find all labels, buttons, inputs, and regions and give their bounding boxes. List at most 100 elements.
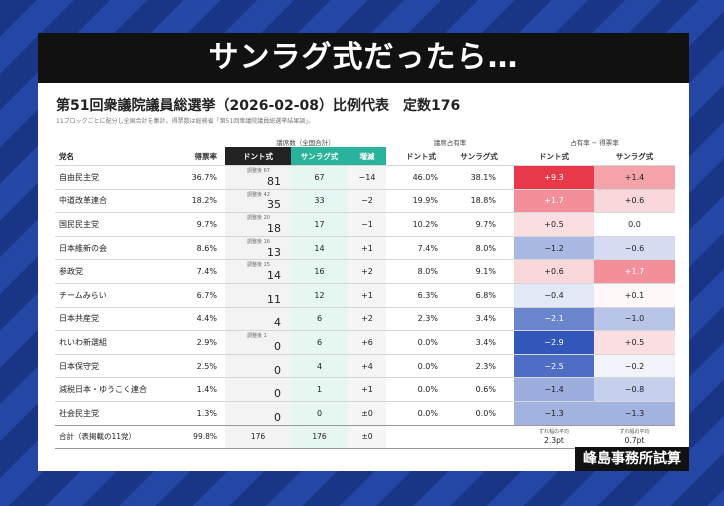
table-row: 日本維新の会 8.6% 調整後 16 13 14 +1 7.4% 8.0% −1.2 −0.6 <box>55 235 675 260</box>
avg-dhondt-label: ずれ幅の平均 <box>538 428 569 435</box>
seat-change: +1 <box>348 235 386 260</box>
avg-dhondt-cell: ずれ幅の平均 2.3pt <box>514 424 594 449</box>
dhondt-seats: 14 <box>267 269 281 283</box>
share-sainte: 2.3% <box>450 353 508 378</box>
share-dhondt-column-header: ドント式 <box>406 151 436 161</box>
dhondt-seats: 18 <box>267 221 281 235</box>
share-dhondt: 0.0% <box>392 353 450 378</box>
share-sainte: 18.8% <box>450 188 508 213</box>
table-note: 11ブロックごとに配分し全国合計を集計。得票数は総務省「第51回衆議院議員総選挙… <box>56 118 315 125</box>
diff-dhondt: +0.6 <box>514 259 594 284</box>
change-column-header: 増減 <box>348 147 386 166</box>
dhondt-seats-cell: 11 <box>225 282 291 308</box>
dhondt-seats-cell: 調整後 16 13 <box>225 235 291 260</box>
dhondt-seats: 13 <box>267 245 281 259</box>
diff-sainte: −0.6 <box>594 235 675 260</box>
total-label: 合計（表掲載の11党） <box>55 424 167 449</box>
adjusted-note: 調整後 20 <box>247 215 270 222</box>
dhondt-seats: 11 <box>267 292 281 306</box>
party-name: 減税日本・ゆうこく連合 <box>55 377 167 402</box>
dhondt-seats-cell: 0 <box>225 377 291 402</box>
adjusted-note: 調整後 1 <box>247 333 267 340</box>
table-row: 中道改革連合 18.2% 調整後 42 35 33 −2 19.9% 18.8% +1.7 +0.… <box>55 188 675 213</box>
share-dhondt: 46.0% <box>392 165 450 190</box>
diff-dhondt: −2.9 <box>514 330 594 355</box>
avg-sainte-value: 0.7pt <box>624 435 645 445</box>
results-table: 議席数（全国合計） 議席占有率 占有率 − 得票率 党名 得票率 ドント式 サン… <box>55 133 675 449</box>
diff-sainte: +0.5 <box>594 330 675 355</box>
adjusted-note: 調整後 67 <box>247 168 270 174</box>
share-sainte: 38.1% <box>450 165 508 190</box>
share-dhondt: 19.9% <box>392 188 450 213</box>
diff-sainte: +1.4 <box>594 165 675 190</box>
party-name: 自由民主党 <box>55 165 167 190</box>
vote-share: 7.4% <box>167 259 225 284</box>
dhondt-seats: 35 <box>267 198 281 212</box>
sainte-seats: 67 <box>291 165 348 190</box>
seat-change: +1 <box>348 282 386 308</box>
share-sainte: 3.4% <box>450 330 508 355</box>
results-card: 第51回衆議院議員総選挙（2026-02-08）比例代表 定数176 11ブロッ… <box>38 83 689 471</box>
vote-share: 9.7% <box>167 212 225 237</box>
vote-share: 2.5% <box>167 353 225 378</box>
share-dhondt: 7.4% <box>392 235 450 260</box>
table-row: れいわ新選組 2.9% 調整後 1 0 6 +6 0.0% 3.4% −2.9 +0.5 <box>55 330 675 355</box>
sainte-seats: 33 <box>291 188 348 213</box>
diff-dhondt: +1.7 <box>514 188 594 213</box>
sainte-seats: 6 <box>291 306 348 331</box>
diff-sainte: −0.2 <box>594 353 675 378</box>
diff-sainte-column-header: サンラグ式 <box>615 151 654 161</box>
party-name: れいわ新選組 <box>55 330 167 355</box>
credit-label: 峰島事務所試算 <box>575 447 689 471</box>
vote-share: 18.2% <box>167 188 225 213</box>
seat-change: +6 <box>348 330 386 355</box>
vote-share: 2.9% <box>167 330 225 355</box>
dhondt-seats: 4 <box>274 316 281 330</box>
dhondt-seats-cell: 0 <box>225 400 291 426</box>
seat-change: −1 <box>348 212 386 237</box>
total-dhondt: 176 <box>225 424 291 449</box>
party-name: 日本維新の会 <box>55 235 167 260</box>
dhondt-column-header: ドント式 <box>225 147 291 166</box>
dhondt-seats-cell: 調整後 15 14 <box>225 259 291 284</box>
dhondt-seats: 0 <box>274 339 281 353</box>
table-row: 減税日本・ゆうこく連合 1.4% 0 1 +1 0.0% 0.6% −1.4 −0.8 <box>55 377 675 402</box>
sainte-seats: 6 <box>291 330 348 355</box>
column-header-row: 党名 得票率 ドント式 サンラグ式 増減 ドント式 サンラグ式 ドント式 サンラ… <box>55 147 675 166</box>
diff-dhondt: +9.3 <box>514 165 594 190</box>
table-row: 自由民主党 36.7% 調整後 67 81 67 −14 46.0% 38.1% +9.3 +1.… <box>55 165 675 190</box>
party-name: 参政党 <box>55 259 167 284</box>
seat-change: ±0 <box>348 400 386 426</box>
vote-share: 36.7% <box>167 165 225 190</box>
share-sainte: 9.7% <box>450 212 508 237</box>
table-title: 第51回衆議院議員総選挙（2026-02-08）比例代表 定数176 <box>56 98 461 114</box>
share-sainte: 8.0% <box>450 235 508 260</box>
adjusted-note: 調整後 15 <box>247 262 270 269</box>
sainte-seats: 0 <box>291 400 348 426</box>
seat-change: −2 <box>348 188 386 213</box>
diff-sainte: −0.8 <box>594 377 675 402</box>
table-row: 参政党 7.4% 調整後 15 14 16 +2 8.0% 9.1% +0.6 +1.7 <box>55 259 675 284</box>
party-name: 日本保守党 <box>55 353 167 378</box>
vote-share: 4.4% <box>167 306 225 331</box>
table-row: 社会民主党 1.3% 0 0 ±0 0.0% 0.0% −1.3 −1.3 <box>55 400 675 426</box>
avg-sainte-cell: ずれ幅の平均 0.7pt <box>594 424 675 449</box>
share-dhondt: 2.3% <box>392 306 450 331</box>
total-vote: 99.8% <box>167 424 225 449</box>
total-sainte: 176 <box>291 424 348 449</box>
diff-group-header: 占有率 − 得票率 <box>570 139 619 147</box>
vote-share: 8.6% <box>167 235 225 260</box>
table-row: チームみらい 6.7% 11 12 +1 6.3% 6.8% −0.4 +0.1 <box>55 282 675 308</box>
table-row: 国民民主党 9.7% 調整後 20 18 17 −1 10.2% 9.7% +0.5 0.0 <box>55 212 675 237</box>
sainte-seats: 17 <box>291 212 348 237</box>
seats-group-header: 議席数（全国合計） <box>276 139 335 147</box>
vote-share: 1.3% <box>167 400 225 426</box>
party-name: 日本共産党 <box>55 306 167 331</box>
share-sainte: 0.6% <box>450 377 508 402</box>
diff-sainte: −1.0 <box>594 306 675 331</box>
diff-dhondt: −2.5 <box>514 353 594 378</box>
share-group-header: 議席占有率 <box>433 139 467 147</box>
diff-sainte: +0.6 <box>594 188 675 213</box>
sainte-seats: 16 <box>291 259 348 284</box>
share-dhondt: 0.0% <box>392 400 450 426</box>
